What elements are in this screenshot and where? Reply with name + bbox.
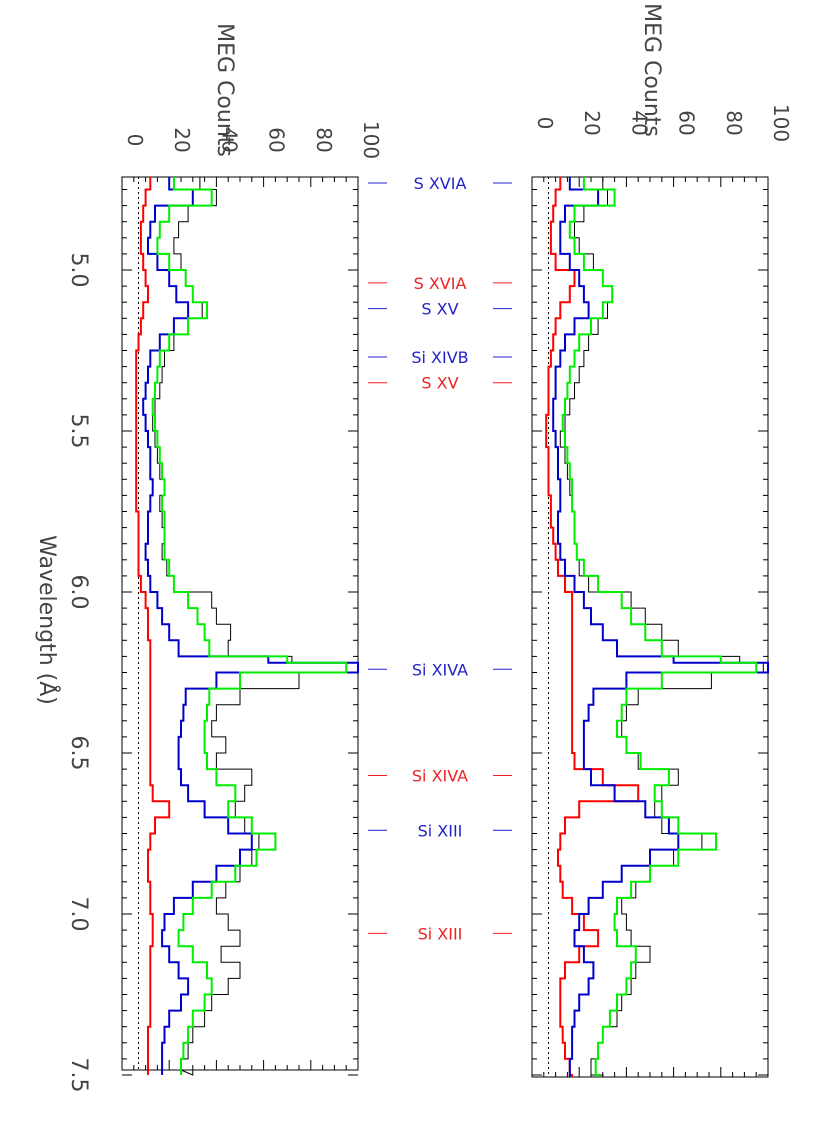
line-label: Si XIVA — [412, 660, 468, 679]
right-series-blue — [552, 177, 769, 1077]
left-count-tick-label: 40 — [217, 127, 241, 152]
line-label: Si XIII — [418, 821, 463, 840]
right-count-tick-label: 0 — [533, 117, 557, 130]
left-count-tick-label: 80 — [312, 127, 336, 152]
wl-tick-label: 5.0 — [66, 253, 91, 288]
left-series-green — [151, 177, 348, 1075]
line-label: S XV — [421, 300, 458, 319]
x-axis-title: Wavelength (Å) — [34, 535, 61, 705]
right-series-black — [559, 177, 764, 1077]
line-label: S XVIA — [414, 174, 467, 193]
right-count-tick-label: 40 — [627, 110, 651, 135]
right-series-red — [545, 177, 640, 1077]
line-labels-column: S XVIA S XVIA S XV Si XIVB S XV Si XIVA Si XIV… — [368, 174, 512, 943]
left-count-tick-label: 60 — [265, 127, 289, 152]
left-count-tick-label: 100 — [359, 121, 383, 159]
line-label: S XV — [421, 374, 458, 393]
wl-tick-label: 6.5 — [66, 736, 91, 771]
right-plot-frame — [531, 176, 769, 1078]
left-series-blue — [142, 177, 359, 1075]
right-count-tick-label: 60 — [675, 110, 699, 135]
line-label: Si XIVB — [411, 348, 468, 367]
right-y-axis-title: MEG Counts — [639, 3, 664, 137]
left-panel: 0 20 40 60 80 100 5.0 5.5 6.0 6.5 7.0 7.5 — [66, 121, 383, 1093]
left-series-red — [135, 177, 171, 1075]
right-panel: 0 20 40 60 80 100 — [531, 104, 793, 1078]
wl-tick-label: 7.5 — [66, 1058, 91, 1093]
right-series-green — [561, 177, 758, 1077]
wl-tick-label: 6.0 — [66, 575, 91, 610]
right-count-tick-label: 100 — [769, 104, 793, 142]
line-label: Si XIVA — [412, 767, 468, 786]
line-label: S XVIA — [414, 274, 467, 293]
line-label: Si XIII — [418, 924, 463, 943]
left-y-axis-title: MEG Counts — [212, 23, 237, 157]
left-count-tick-label: 20 — [170, 127, 194, 152]
wl-tick-label: 5.5 — [66, 414, 91, 449]
right-count-tick-label: 20 — [580, 110, 604, 135]
right-count-tick-label: 80 — [722, 110, 746, 135]
left-series-black — [152, 177, 347, 1076]
wl-tick-label: 7.0 — [66, 897, 91, 932]
left-count-tick-label: 0 — [123, 134, 147, 147]
